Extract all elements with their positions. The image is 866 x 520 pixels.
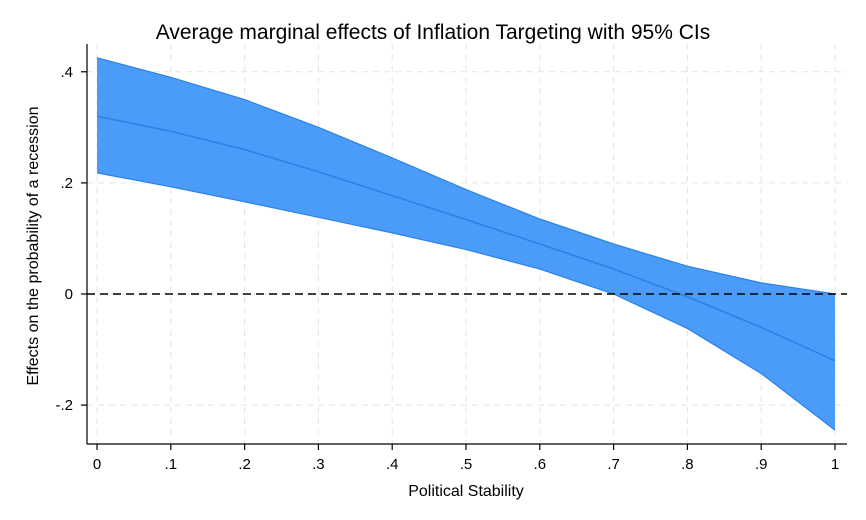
- x-tick-label: .8: [681, 456, 694, 473]
- y-tick-label: .2: [60, 175, 73, 192]
- axes: [86, 44, 847, 445]
- x-tick-label: .7: [607, 456, 620, 473]
- tick-layer: 0 .1 .2 .3 .4 .5 .6 .7 .8 .9 1 -.2 0 .2 .4: [55, 64, 839, 473]
- x-tick-label: .6: [534, 456, 547, 473]
- x-tick-label: .2: [238, 456, 251, 473]
- lower-ci-line: [96, 172, 836, 431]
- x-axis-title: Political Stability: [408, 483, 524, 500]
- x-tick-label: .3: [312, 456, 325, 473]
- y-tick-label: .4: [60, 64, 73, 81]
- estimate-line-layer: [96, 115, 836, 362]
- ci-band-layer: [96, 57, 836, 431]
- x-tick-label: 1: [831, 456, 839, 473]
- y-tick-label: 0: [65, 286, 73, 303]
- upper-ci-line: [96, 57, 836, 295]
- x-tick-label: .1: [165, 456, 178, 473]
- x-tick-label: 0: [93, 456, 101, 473]
- y-axis-title: Effects on the probability of a recessio…: [25, 107, 42, 386]
- chart-title: Average marginal effects of Inflation Ta…: [156, 21, 710, 44]
- x-tick-label: .4: [386, 456, 399, 473]
- confidence-band: [97, 57, 835, 431]
- x-tick-label: .5: [460, 456, 473, 473]
- y-tick-label: -.2: [55, 397, 73, 414]
- x-tick-label: .9: [755, 456, 768, 473]
